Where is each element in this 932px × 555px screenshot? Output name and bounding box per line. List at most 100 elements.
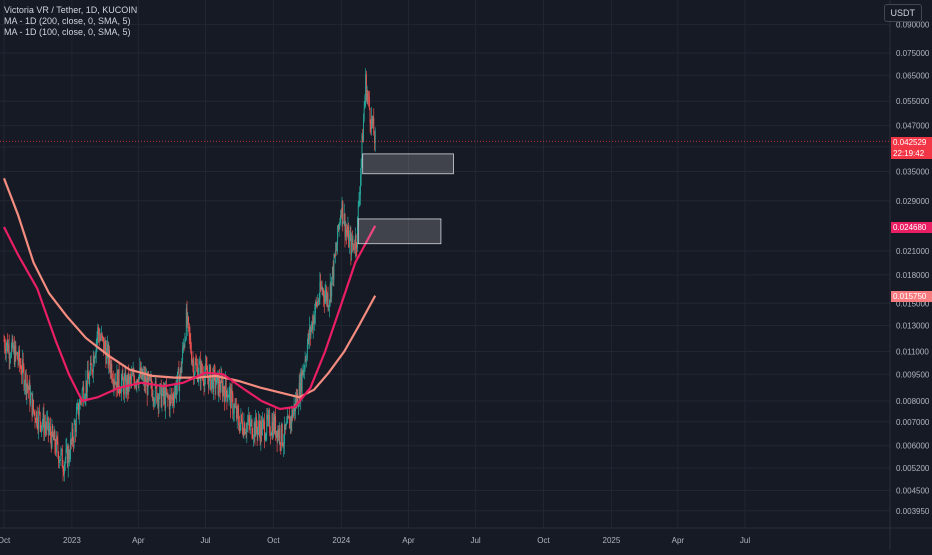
candle-body [22, 359, 23, 375]
candle-body [117, 371, 119, 394]
candle-body [84, 396, 86, 401]
candle-body [271, 421, 273, 435]
y-tick-label: 0.009500 [896, 370, 930, 379]
y-tick-label: 0.008000 [896, 397, 930, 406]
candle-body [250, 419, 252, 422]
candle-body [247, 417, 249, 423]
candle-body [29, 382, 31, 405]
candle-body [3, 340, 5, 342]
candle-body [226, 390, 228, 401]
candle-body [236, 407, 238, 419]
candle-body [90, 362, 92, 365]
moving-averages [0, 140, 890, 411]
candle-body [281, 423, 282, 445]
candle-body [358, 200, 360, 205]
candle-body [344, 213, 346, 237]
candle-body [299, 382, 301, 400]
candle-body [39, 412, 41, 423]
candle-body [281, 423, 283, 445]
candle-body [13, 346, 15, 365]
candle-body [210, 366, 212, 390]
candle-body [99, 337, 101, 342]
candle-body [28, 382, 30, 390]
candle-body [360, 175, 361, 195]
x-tick-label: 2024 [332, 536, 350, 545]
candle-body [356, 247, 358, 249]
candle-body [168, 397, 170, 399]
candle-body [306, 358, 308, 360]
candle-body [322, 289, 324, 291]
candle-body [188, 317, 189, 324]
candle-body [329, 300, 330, 307]
candle-body [131, 374, 133, 376]
drawings[interactable] [357, 153, 454, 245]
candle-body [351, 238, 353, 245]
candle-body [159, 385, 161, 398]
candle-body [155, 381, 157, 386]
candle-body [368, 97, 370, 109]
candle-body [129, 376, 130, 389]
candle-body [284, 424, 285, 444]
candle-body [144, 375, 146, 385]
candle-body [130, 377, 132, 380]
candle-body [361, 135, 363, 160]
candle-body [318, 298, 320, 302]
candle-body [111, 363, 113, 379]
candle-body [275, 430, 277, 436]
candle-body [205, 363, 206, 375]
x-tick-label: Jul [470, 536, 480, 545]
candle-body [33, 399, 34, 412]
ma100-legend[interactable]: MA - 1D (100, close, 0, SMA, 5) [4, 27, 131, 37]
candle-body [359, 194, 361, 201]
candle-body [16, 352, 18, 359]
candle-body [24, 383, 26, 388]
candle-body [205, 363, 207, 368]
candle-body [350, 234, 352, 256]
candle-body [220, 376, 222, 392]
candle-body [25, 372, 27, 394]
candle-body [52, 434, 54, 441]
zone-rectangle[interactable] [357, 218, 442, 245]
candle-body [53, 431, 55, 441]
candle-body [122, 372, 124, 381]
candle-body [213, 369, 215, 392]
currency-button[interactable]: USDT [883, 4, 922, 22]
symbol-title[interactable]: Victoria VR / Tether, 1D, KUCOIN [4, 5, 138, 15]
candle-body [310, 328, 312, 335]
candle-body [27, 384, 29, 387]
candle-body [365, 74, 367, 97]
candle-body [154, 400, 156, 404]
candle-body [50, 426, 51, 436]
candle-body [286, 416, 288, 424]
candle-body [348, 226, 350, 248]
candle-body [112, 378, 113, 382]
candle-body [245, 432, 247, 433]
candle-body [48, 429, 50, 432]
candle-body [218, 378, 220, 395]
candle-body [340, 215, 341, 223]
candle-body [138, 374, 140, 385]
candle-body [289, 416, 291, 429]
y-tick-label: 0.013000 [896, 322, 930, 331]
candle-body [319, 281, 321, 299]
candle-body [88, 378, 90, 384]
ma200-legend[interactable]: MA - 1D (200, close, 0, SMA, 5) [4, 16, 131, 26]
candle-body [128, 373, 130, 389]
candle-body [157, 395, 158, 403]
candle-body [313, 316, 315, 324]
candle-body [242, 431, 244, 436]
zone-rectangle[interactable] [362, 153, 454, 175]
candle-body [354, 235, 356, 250]
candle-body [317, 300, 319, 302]
candle-body [251, 419, 253, 438]
candle-body [163, 390, 165, 397]
candle-body [326, 289, 327, 301]
candle-body [331, 277, 333, 297]
candle-body [188, 323, 190, 335]
candle-body [316, 302, 318, 306]
candle-body [224, 379, 226, 402]
candle-body [204, 374, 206, 386]
